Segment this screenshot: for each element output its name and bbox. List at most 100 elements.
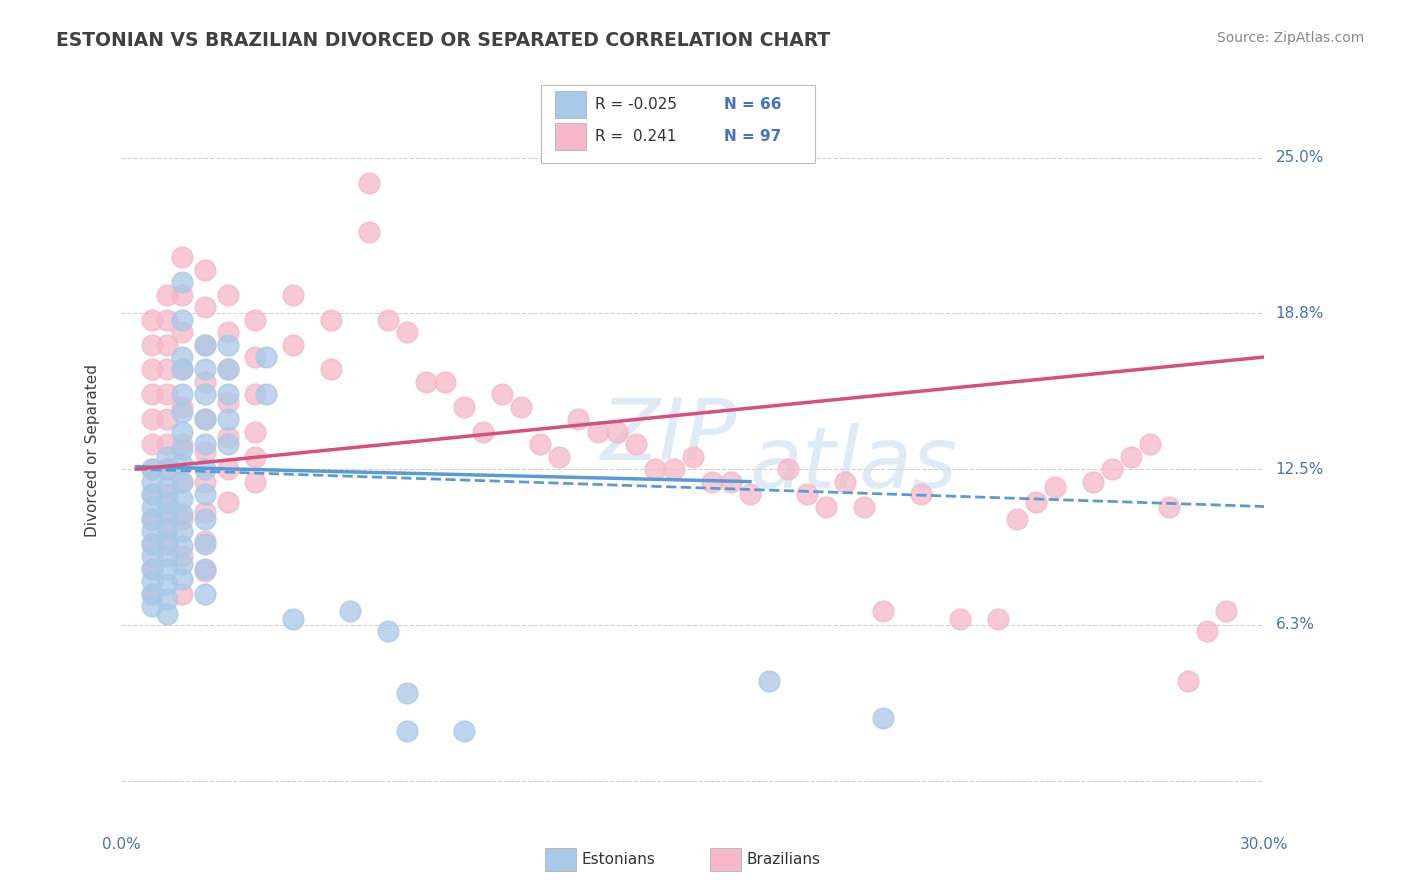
Point [172,442,194,457]
Point [156,487,179,501]
Point [156,412,179,426]
Point [156,462,179,476]
Point [217,395,239,409]
Point [141,587,163,601]
Point [243,312,266,326]
Point [141,487,163,501]
Point [156,287,179,301]
Point [172,457,194,471]
Point [156,480,179,494]
Text: ZIP: ZIP [602,395,738,478]
Point [194,587,217,601]
Point [194,512,217,526]
Point [141,562,163,576]
Point [491,387,513,401]
Point [156,462,179,476]
Point [141,412,163,426]
Text: Brazilians: Brazilians [747,852,820,867]
Point [758,673,780,688]
Point [1159,500,1181,514]
Point [853,500,876,514]
Point [377,624,399,639]
Point [339,604,361,618]
Point [172,572,194,586]
Point [172,587,194,601]
Point [172,540,194,554]
Point [624,437,647,451]
Point [172,549,194,564]
Point [453,723,475,738]
Point [172,557,194,571]
Point [156,537,179,551]
Text: 18.8%: 18.8% [1275,306,1324,321]
Point [1215,604,1237,618]
Point [194,337,217,351]
Text: 25.0%: 25.0% [1275,150,1324,165]
Point [217,462,239,476]
Point [172,475,194,489]
Point [172,512,194,526]
Point [1139,437,1161,451]
Point [141,537,163,551]
Point [194,437,217,451]
Point [194,412,217,426]
Point [141,574,163,589]
Point [682,450,704,464]
Point [281,337,304,351]
Y-axis label: Divorced or Separated: Divorced or Separated [86,364,100,537]
Point [194,300,217,314]
Point [194,562,217,576]
Point [910,487,932,501]
Point [172,312,194,326]
Point [156,522,179,536]
Point [217,362,239,376]
Point [194,387,217,401]
Point [217,494,239,508]
Point [141,562,163,576]
Point [987,612,1010,626]
Point [141,512,163,526]
Point [172,350,194,364]
Point [156,576,179,591]
Point [377,312,399,326]
Point [796,487,818,501]
Point [194,362,217,376]
Point [548,450,571,464]
Point [217,437,239,451]
Point [872,711,894,725]
Point [319,362,342,376]
Point [948,612,970,626]
Point [141,549,163,564]
Point [1005,512,1028,526]
Point [1119,450,1142,464]
Point [1197,624,1219,639]
Point [586,425,609,439]
Point [156,337,179,351]
Point [872,604,894,618]
Point [156,437,179,451]
Point [141,337,163,351]
Point [217,287,239,301]
Text: N = 66: N = 66 [724,97,782,112]
Point [194,375,217,389]
Point [217,412,239,426]
Point [243,425,266,439]
Point [141,475,163,489]
Point [172,475,194,489]
Point [1101,462,1123,476]
Point [172,425,194,439]
Point [700,475,723,489]
Point [217,362,239,376]
Text: R =  0.241: R = 0.241 [595,129,676,144]
Point [156,607,179,621]
Point [141,512,163,526]
Point [453,400,475,414]
Point [172,405,194,419]
Point [172,362,194,376]
Text: Source: ZipAtlas.com: Source: ZipAtlas.com [1216,31,1364,45]
Point [194,462,217,476]
Point [194,565,217,579]
Point [434,375,457,389]
Text: 12.5%: 12.5% [1275,462,1324,476]
Point [172,400,194,414]
